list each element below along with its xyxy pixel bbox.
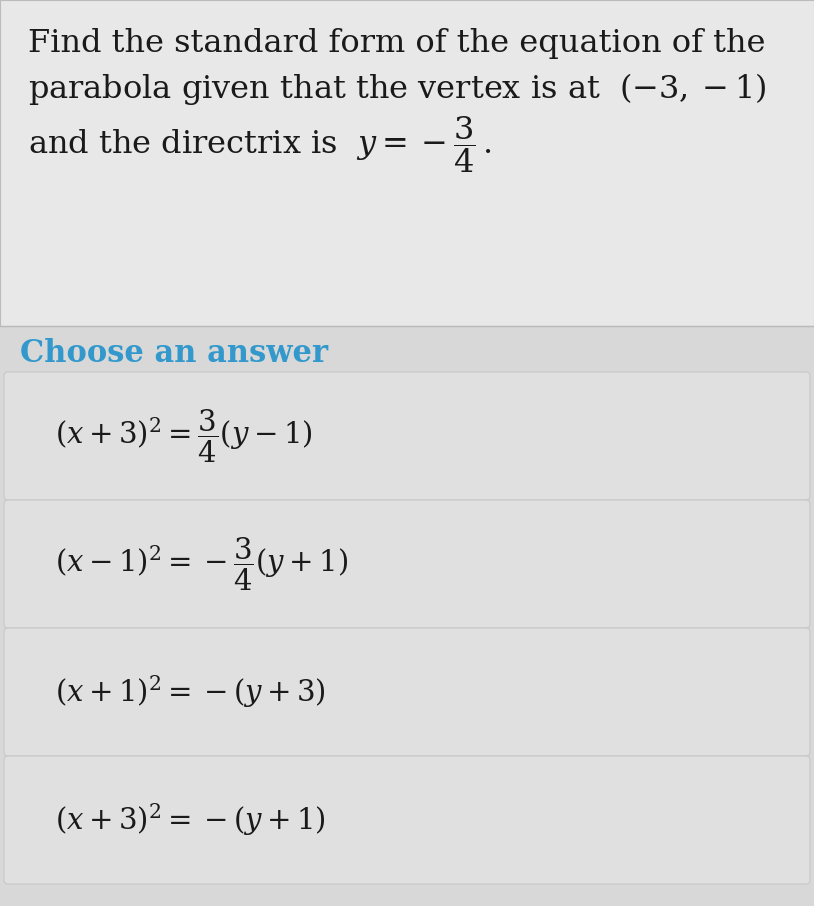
Text: $(x - 1)^2 = -\dfrac{3}{4}(y + 1)$: $(x - 1)^2 = -\dfrac{3}{4}(y + 1)$ bbox=[55, 535, 348, 593]
Text: $(x + 3)^2 = \dfrac{3}{4}(y - 1)$: $(x + 3)^2 = \dfrac{3}{4}(y - 1)$ bbox=[55, 408, 313, 465]
Text: Choose an answer: Choose an answer bbox=[20, 338, 328, 369]
Text: $(x + 3)^2 = -(y + 1)$: $(x + 3)^2 = -(y + 1)$ bbox=[55, 802, 326, 838]
FancyBboxPatch shape bbox=[0, 0, 814, 326]
Text: and the directrix is  $y = -\dfrac{3}{4}\,.$: and the directrix is $y = -\dfrac{3}{4}\… bbox=[28, 114, 492, 175]
FancyBboxPatch shape bbox=[4, 500, 810, 628]
Text: $(x + 1)^2 = -(y + 3)$: $(x + 1)^2 = -(y + 3)$ bbox=[55, 674, 326, 710]
Text: Find the standard form of the equation of the: Find the standard form of the equation o… bbox=[28, 28, 765, 59]
FancyBboxPatch shape bbox=[4, 372, 810, 500]
FancyBboxPatch shape bbox=[4, 756, 810, 884]
FancyBboxPatch shape bbox=[4, 628, 810, 756]
Text: parabola given that the vertex is at  $(-3, -1)$: parabola given that the vertex is at $(-… bbox=[28, 71, 766, 107]
